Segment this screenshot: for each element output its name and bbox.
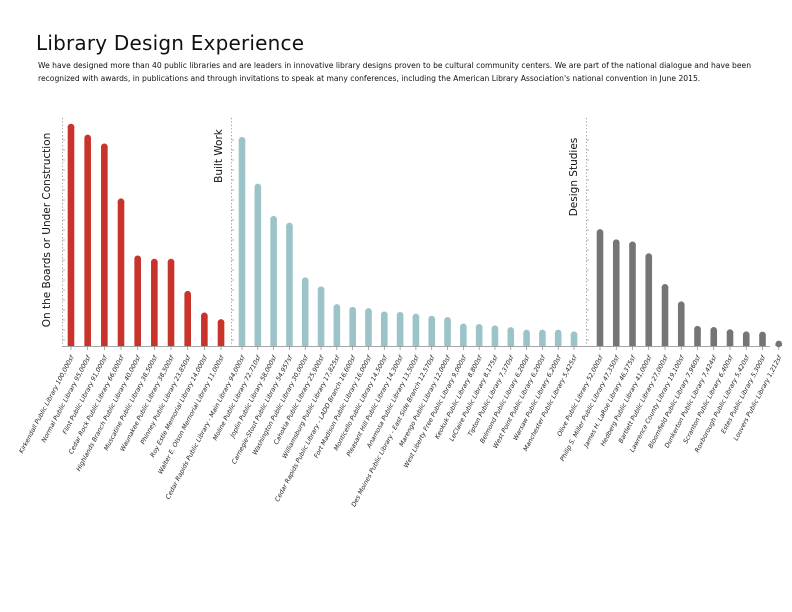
bar-cap-built-11 [412,313,420,321]
bar-cap-built-9 [380,311,388,319]
bar-built-3 [286,225,293,346]
bar-studies-8 [726,331,734,346]
bar-cap-built-17 [507,327,515,334]
bar-built-18 [523,332,530,346]
bar-cap-built-8 [365,308,372,315]
bar-built-0 [238,139,246,346]
bar-cap-built-12 [428,315,436,323]
bar-cap-studies-6 [694,325,701,333]
bar-built-21 [570,334,578,346]
bar-boards-5 [151,261,158,346]
bar-boards-2 [101,146,108,346]
bar-built-19 [539,332,546,346]
bar-built-8 [365,310,372,346]
bar-studies-2 [629,244,636,346]
bar-cap-boards-1 [84,134,91,142]
bar-cap-boards-9 [217,319,225,326]
bar-built-7 [349,309,356,346]
bar-built-2 [270,218,277,346]
bar-cap-studies-10 [759,331,766,339]
bar-boards-8 [201,315,208,346]
bar-cap-built-19 [539,329,546,337]
bar-cap-built-5 [317,286,325,294]
bar-built-15 [475,326,483,346]
bar-cap-boards-0 [67,123,75,131]
bar-cap-boards-8 [201,312,208,320]
bar-built-17 [507,329,515,346]
bar-built-14 [460,326,467,346]
bar-built-13 [444,319,451,346]
bar-cap-studies-8 [726,329,734,336]
bar-cap-boards-3 [117,198,125,205]
bar-studies-6 [694,328,701,346]
series-label-studies: Design Studies [568,138,580,217]
bar-boards-6 [167,261,175,346]
bar-studies-3 [645,255,653,346]
bar-cap-built-18 [523,329,530,337]
bar-cap-built-0 [238,136,246,144]
bar-cap-built-13 [444,316,451,324]
bar-cap-studies-4 [661,284,669,291]
bar-cap-built-7 [349,306,356,314]
bar-cap-built-1 [254,183,262,191]
page-title: Library Design Experience [36,31,305,55]
bar-studies-1 [612,242,620,346]
bar-cap-studies-11 [775,340,783,348]
bar-cap-studies-9 [742,331,750,338]
bar-cap-built-14 [460,323,467,331]
bar-studies-7 [710,329,718,346]
bar-boards-4 [134,258,141,346]
bar-studies-4 [661,286,669,346]
bar-cap-built-3 [286,222,293,230]
bar-cap-built-6 [333,304,341,311]
bar-studies-10 [759,334,766,346]
bar-cap-boards-7 [184,290,191,298]
series-label-built: Built Work [213,128,225,183]
bar-built-4 [301,280,309,346]
bar-studies-9 [742,334,750,346]
tick-label-boards-4: Highlands Branch Public Library 40,000sf [75,353,143,473]
bar-built-11 [412,316,420,346]
bar-cap-built-16 [491,325,499,332]
bar-cap-studies-5 [677,301,685,308]
bar-cap-built-2 [270,215,277,223]
bar-cap-built-15 [475,323,483,331]
bar-cap-studies-1 [612,239,620,246]
bar-boards-9 [217,321,225,346]
bar-built-6 [333,306,341,346]
bar-cap-studies-2 [629,241,636,249]
bar-built-9 [380,314,388,346]
bar-studies-0 [596,231,604,346]
bar-cap-built-10 [396,311,404,319]
bar-boards-0 [67,126,75,347]
bar-cap-built-20 [554,329,562,337]
bar-cap-boards-5 [151,258,158,266]
bar-boards-3 [117,201,125,346]
series-label-boards: On the Boards or Under Construction [41,133,53,328]
bar-boards-1 [84,137,91,346]
bar-boards-7 [184,293,191,346]
bar-cap-studies-0 [596,229,604,236]
bar-cap-built-21 [570,331,578,338]
bar-cap-boards-4 [134,255,141,263]
bar-built-12 [428,318,436,346]
page-description: We have designed more than 40 public lib… [38,61,752,83]
bar-cap-boards-2 [101,143,108,151]
bar-built-20 [554,332,562,346]
bar-cap-boards-6 [167,258,175,266]
bar-cap-studies-7 [710,326,718,334]
bar-cap-built-4 [301,277,309,285]
bar-built-5 [317,289,325,346]
bar-built-16 [491,328,499,346]
bar-built-1 [254,186,262,346]
bar-built-10 [396,314,404,346]
bar-cap-studies-3 [645,253,653,260]
bar-studies-5 [677,304,685,346]
